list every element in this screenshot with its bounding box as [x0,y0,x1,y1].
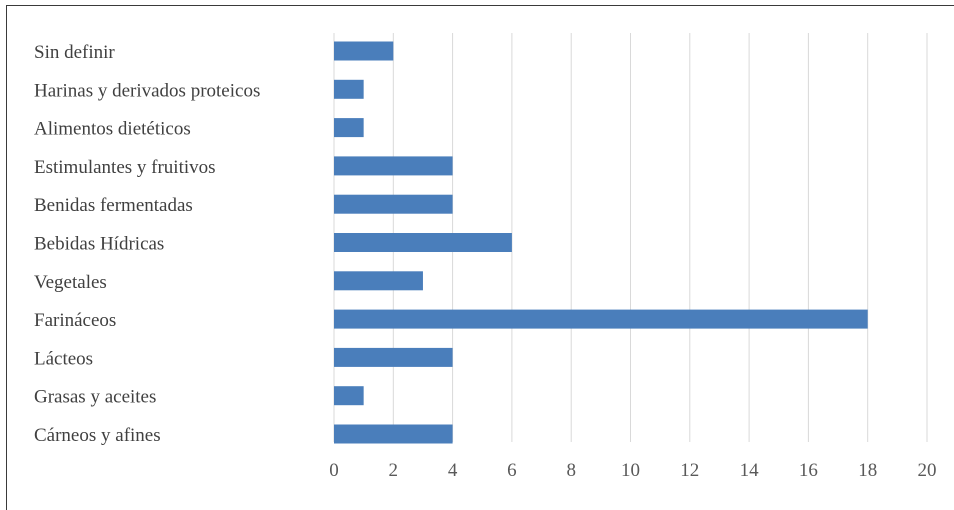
bar [334,424,453,444]
bar [334,118,364,138]
x-tick-label: 6 [507,460,517,481]
category-label: Sin definir [34,42,115,63]
bar [334,41,394,61]
chart-frame [6,5,954,510]
bar [334,156,453,176]
x-tick-label: 2 [389,460,399,481]
bar [334,347,453,367]
category-label: Grasas y aceites [34,387,156,408]
bars [334,41,868,444]
category-label: Estimulantes y fruitivos [34,157,216,178]
category-label: Farináceos [34,310,116,331]
x-tick-label: 16 [799,460,818,481]
category-label: Vegetales [34,272,107,293]
bar [334,79,364,99]
x-tick-label: 8 [566,460,576,481]
x-tick-label: 12 [680,460,699,481]
category-label: Harinas y derivados proteicos [34,80,260,101]
category-label: Bebidas Hídricas [34,234,164,255]
x-tick-label: 20 [918,460,937,481]
bar [334,233,512,252]
x-tick-label: 4 [448,460,458,481]
x-tick-label: 10 [621,460,640,481]
x-tick-label: 18 [858,460,877,481]
bar [334,309,868,329]
category-label: Cárneos y afines [34,425,161,446]
category-label: Benidas fermentadas [34,195,193,216]
x-axis-tick-labels: 0 2 4 6 8 10 12 14 16 18 20 [329,460,936,481]
bar [334,194,453,214]
x-tick-label: 0 [329,460,339,481]
bar [334,271,423,291]
bar [334,386,364,406]
category-label: Alimentos dietéticos [34,119,191,140]
category-label: Lácteos [34,348,93,369]
x-tick-label: 14 [740,460,760,481]
category-labels: Sin definir Harinas y derivados proteicos… [34,42,260,446]
